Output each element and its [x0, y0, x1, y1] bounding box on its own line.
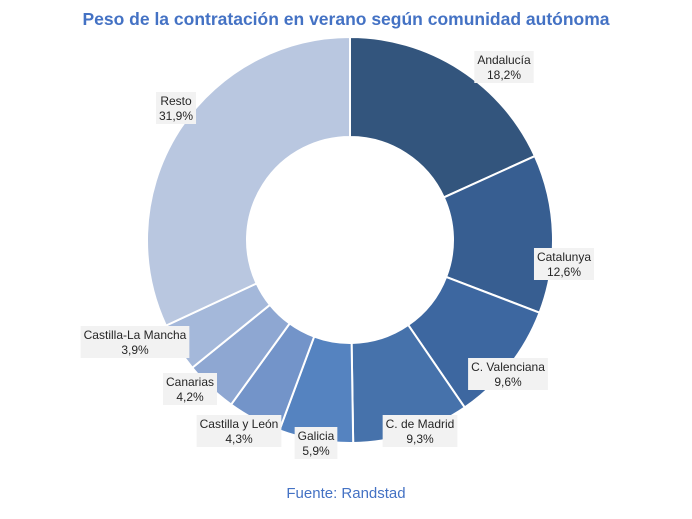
slice-andalucia — [349, 35, 537, 199]
chart-source: Fuente: Randstad — [286, 485, 406, 502]
label-value-catalunya: 12,6% — [547, 265, 581, 279]
label-name-canarias: Canarias — [166, 375, 214, 389]
label-name-galicia: Galicia — [298, 429, 335, 443]
label-name-c-valenciana: C. Valenciana — [471, 360, 545, 374]
label-value-resto: 31,9% — [159, 109, 193, 123]
label-value-c-de-madrid: 9,3% — [406, 432, 434, 446]
label-name-c-de-madrid: C. de Madrid — [386, 417, 455, 431]
label-name-resto: Resto — [160, 94, 192, 108]
label-value-andalucia: 18,2% — [487, 68, 521, 82]
label-name-andalucia: Andalucía — [477, 53, 531, 67]
label-name-castilla-y-leon: Castilla y León — [200, 417, 279, 431]
label-value-c-valenciana: 9,6% — [494, 375, 522, 389]
chart-title: Peso de la contratación en verano según … — [82, 9, 610, 29]
label-value-castilla-la-mancha: 3,9% — [121, 343, 149, 357]
label-value-castilla-y-leon: 4,3% — [225, 432, 253, 446]
label-value-galicia: 5,9% — [302, 444, 330, 458]
label-name-castilla-la-mancha: Castilla-La Mancha — [84, 328, 187, 342]
label-value-canarias: 4,2% — [176, 390, 204, 404]
slice-resto — [146, 35, 351, 327]
label-name-catalunya: Catalunya — [537, 250, 591, 264]
